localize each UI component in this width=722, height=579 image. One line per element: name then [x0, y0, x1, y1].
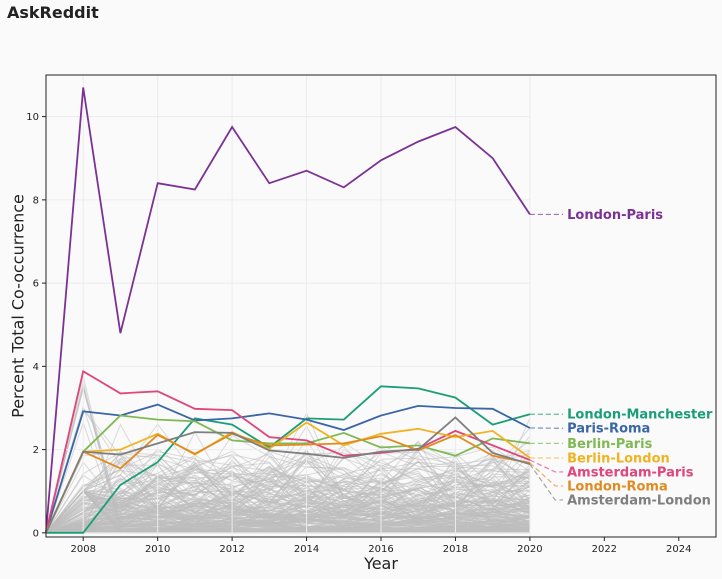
y-axis-label: Percent Total Co-occurrence	[9, 194, 28, 418]
series-label: Amsterdam-Paris	[567, 465, 694, 480]
background-series-line	[45, 449, 530, 534]
background-series-line	[45, 444, 531, 534]
background-series-line	[45, 445, 531, 534]
x-tick-label: 2018	[443, 544, 468, 555]
y-tick-label: 8	[33, 195, 39, 206]
y-tick-label: 2	[33, 445, 39, 456]
series-end-labels: London-ParisLondon-ManchesterParis-RomaB…	[529, 208, 713, 508]
background-series-line	[45, 450, 531, 534]
background-series-line	[45, 465, 530, 534]
background-series-line	[45, 483, 531, 534]
x-tick-label: 2012	[219, 544, 244, 555]
x-tick-label: 2014	[294, 544, 319, 555]
background-series-line	[45, 526, 530, 534]
x-tick-label: 2020	[517, 544, 542, 555]
y-tick-label: 10	[26, 112, 39, 123]
background-series-line	[45, 450, 531, 534]
series-label: Paris-Roma	[567, 422, 650, 437]
series-leader-line	[529, 462, 564, 487]
series-leader-line	[529, 463, 564, 501]
series-line-london-roma	[45, 432, 531, 534]
series-label: London-Paris	[567, 208, 663, 223]
series-line-amsterdam-london	[45, 416, 531, 534]
x-tick-label: 2010	[145, 544, 170, 555]
background-series-line	[45, 465, 531, 534]
background-series-line	[45, 459, 530, 534]
x-tick-label: 2016	[368, 544, 393, 555]
axes: 2008 2010 2012 2014 2016 2018 2020 2022 2024 0 2 4 6…	[26, 74, 717, 555]
series-line-berlin-paris	[45, 414, 531, 534]
series-label: Berlin-Paris	[567, 437, 653, 452]
background-series-line	[45, 482, 530, 534]
series-label: London-Roma	[567, 479, 668, 494]
background-series-line	[45, 452, 531, 534]
grid	[46, 75, 531, 537]
x-tick-label: 2022	[592, 544, 617, 555]
series-line-paris-roma	[45, 403, 531, 534]
x-tick-label: 2024	[666, 544, 691, 555]
y-tick-label: 6	[33, 279, 39, 290]
background-series-line	[45, 473, 530, 534]
main-series-lines	[45, 87, 531, 534]
background-series-line	[45, 412, 531, 534]
series-line-london-manchester	[46, 385, 531, 534]
background-series-line	[45, 516, 530, 534]
series-leader-line	[529, 459, 564, 473]
series-line-berlin-london	[45, 421, 531, 534]
background-series-line	[45, 505, 530, 534]
background-series-line	[45, 488, 530, 534]
background-series-line	[45, 492, 530, 534]
y-tick-label: 4	[33, 362, 39, 373]
series-label: Berlin-London	[567, 451, 670, 466]
series-line-amsterdam-paris	[45, 369, 531, 534]
page-title: AskReddit	[7, 3, 99, 22]
series-label: London-Manchester	[567, 408, 713, 423]
y-tick-label: 0	[33, 528, 39, 539]
background-series-line	[45, 515, 531, 534]
x-tick-label: 2008	[70, 544, 95, 555]
background-series-line	[45, 488, 530, 534]
x-axis-label: Year	[363, 554, 398, 573]
series-line-london-paris	[45, 87, 531, 533]
series-label: Amsterdam-London	[567, 493, 711, 508]
background-series-line	[45, 462, 531, 534]
